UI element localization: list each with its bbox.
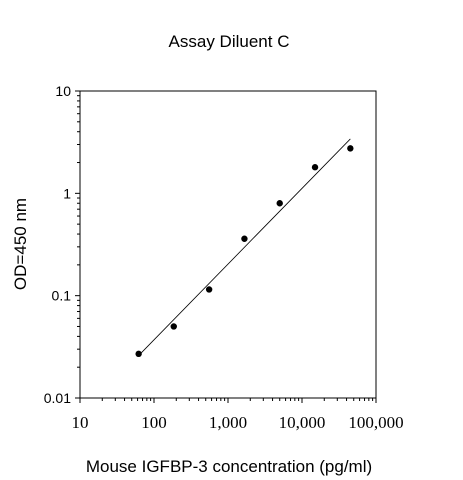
y-tick-label: 1 (63, 185, 71, 201)
fit-line (138, 138, 351, 356)
y-tick-label: 0.01 (44, 390, 71, 406)
plot-frame (79, 90, 377, 399)
y-axis-label: OD=450 nm (11, 198, 30, 290)
data-point (276, 200, 283, 207)
data-point (135, 350, 142, 358)
x-tick-label: 10,000 (279, 413, 326, 432)
data-point (311, 164, 319, 171)
data-point (241, 235, 248, 242)
y-axis-ticks: 0.01 0.1 1 10 (44, 83, 80, 406)
data-points (135, 145, 354, 358)
x-axis-ticks: 10 100 1,000 10,000 100,000 (72, 398, 404, 432)
data-point (170, 323, 177, 330)
x-tick-label: 100,000 (348, 413, 403, 432)
x-tick-label: 1,000 (209, 413, 247, 432)
data-point (347, 145, 354, 152)
y-tick-label: 0.1 (52, 288, 72, 304)
chart-title: Assay Diluent C (169, 32, 290, 51)
x-tick-label: 10 (72, 413, 89, 432)
fit-line-layer (138, 138, 351, 356)
data-point (205, 286, 213, 293)
x-tick-label: 100 (141, 413, 167, 432)
x-axis-label: Mouse IGFBP-3 concentration (pg/ml) (86, 457, 372, 476)
y-tick-label: 10 (55, 83, 71, 99)
